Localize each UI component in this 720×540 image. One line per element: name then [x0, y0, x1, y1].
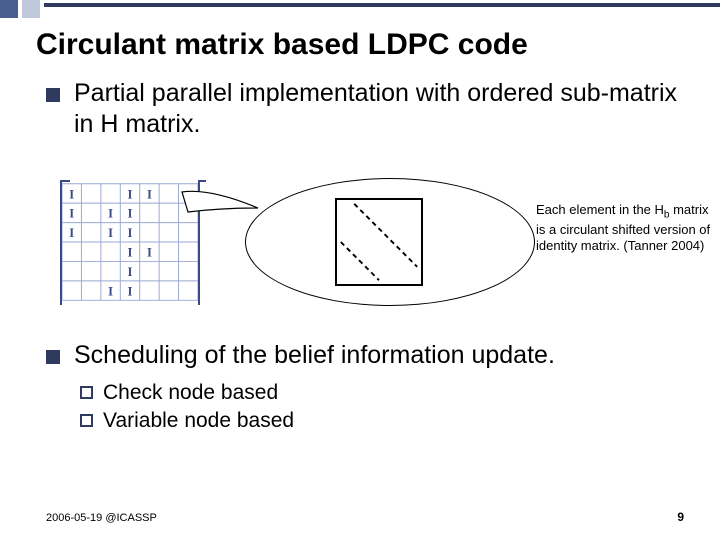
- bullet-item-2: Scheduling of the belief information upd…: [46, 340, 690, 371]
- accent-square-dark: [0, 0, 18, 18]
- body-section-1: Partial parallel implementation with ord…: [46, 78, 690, 151]
- accent-line: [44, 3, 720, 7]
- footer-page-number: 9: [677, 510, 684, 524]
- svg-text:I: I: [128, 207, 133, 221]
- sub-text: Variable node based: [103, 409, 294, 433]
- svg-text:I: I: [128, 284, 133, 298]
- svg-text:I: I: [69, 207, 74, 221]
- body-section-2: Scheduling of the belief information upd…: [46, 340, 690, 433]
- matrix-grid: IIIIIIIIIIIIII: [60, 180, 200, 305]
- caption-subscript: b: [664, 210, 670, 221]
- sub-item-2: Variable node based: [80, 409, 690, 433]
- bullet-text: Scheduling of the belief information upd…: [74, 340, 555, 371]
- svg-text:I: I: [108, 226, 113, 240]
- slide-title: Circulant matrix based LDPC code: [36, 28, 528, 62]
- sub-text: Check node based: [103, 381, 278, 405]
- bullet-item-1: Partial parallel implementation with ord…: [46, 78, 690, 141]
- sub-bullet-marker: [80, 414, 93, 427]
- svg-text:I: I: [128, 246, 133, 260]
- bullet-marker: [46, 88, 60, 102]
- callout-tail: [180, 190, 260, 220]
- accent-square-light: [22, 0, 40, 18]
- svg-text:I: I: [128, 226, 133, 240]
- sub-bullet-marker: [80, 386, 93, 399]
- circulant-diagram: [335, 198, 423, 286]
- svg-text:I: I: [108, 207, 113, 221]
- svg-text:I: I: [69, 187, 74, 201]
- figure-area: IIIIIIIIIIIIII Each element in the Hb ma…: [60, 180, 660, 320]
- svg-text:I: I: [108, 284, 113, 298]
- figure-caption: Each element in the Hb matrix is a circu…: [536, 202, 716, 255]
- sub-item-1: Check node based: [80, 381, 690, 405]
- caption-line1: Each element in the H: [536, 202, 664, 217]
- svg-text:I: I: [147, 246, 152, 260]
- bullet-text: Partial parallel implementation with ord…: [74, 78, 690, 141]
- svg-text:I: I: [128, 265, 133, 279]
- svg-text:I: I: [128, 187, 133, 201]
- bullet-marker: [46, 350, 60, 364]
- svg-text:I: I: [69, 226, 74, 240]
- svg-text:I: I: [147, 187, 152, 201]
- footer-date: 2006-05-19 @ICASSP: [46, 512, 157, 524]
- header-accent: [0, 0, 720, 18]
